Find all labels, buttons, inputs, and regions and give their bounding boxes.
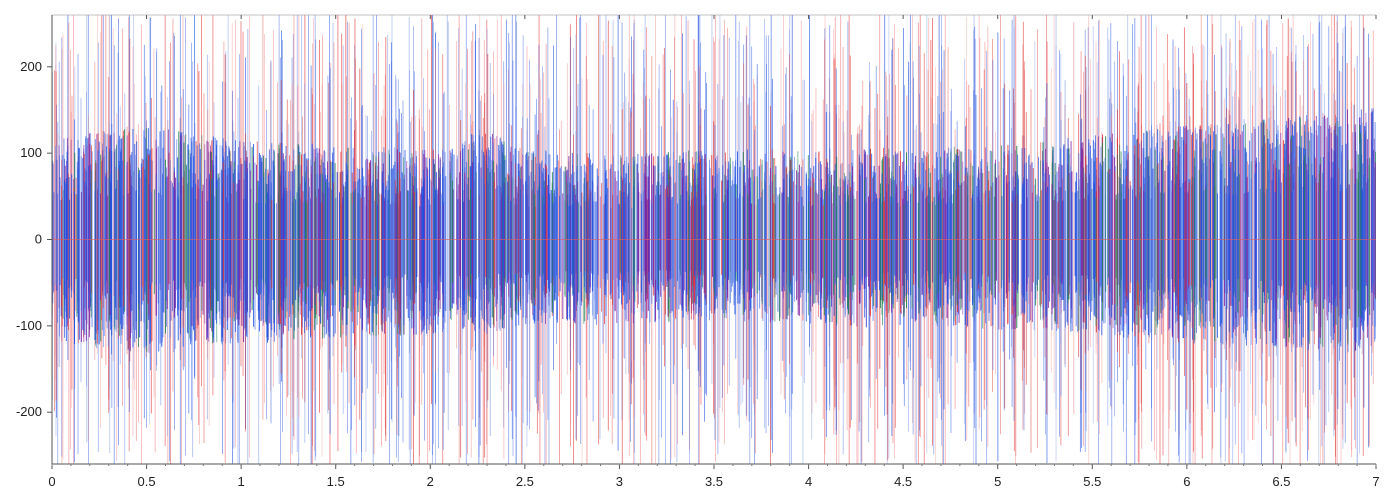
x-tick-label: 1: [238, 474, 245, 489]
y-tick-label: 0: [35, 232, 42, 247]
x-tick-label: 5: [994, 474, 1001, 489]
y-tick-label: -200: [16, 404, 42, 419]
x-tick-label: 3.5: [705, 474, 723, 489]
x-tick-label: 4: [805, 474, 812, 489]
x-tick-label: 7: [1372, 474, 1379, 489]
axes-group: 0 0.5 1 1.5 2 2.5 3 3.5 4 4.5 5 5.5 6 6.5 7 200 100 0 -100…: [16, 14, 1380, 489]
x-tick-label: 3: [616, 474, 623, 489]
x-tick-label: 6.5: [1272, 474, 1290, 489]
x-tick-label: 1.5: [327, 474, 345, 489]
y-tick-label: -100: [16, 318, 42, 333]
y-tick-label: 100: [20, 145, 42, 160]
x-tick-label: 2.5: [516, 474, 534, 489]
x-tick-label: 2: [427, 474, 434, 489]
x-tick-label: 0: [48, 474, 55, 489]
x-tick-label: 4.5: [894, 474, 912, 489]
y-tick-label: 200: [20, 59, 42, 74]
x-tick-label: 0.5: [138, 474, 156, 489]
x-tick-label: 5.5: [1083, 474, 1101, 489]
trace-group: [51, 15, 1376, 464]
x-tick-label: 6: [1183, 474, 1190, 489]
